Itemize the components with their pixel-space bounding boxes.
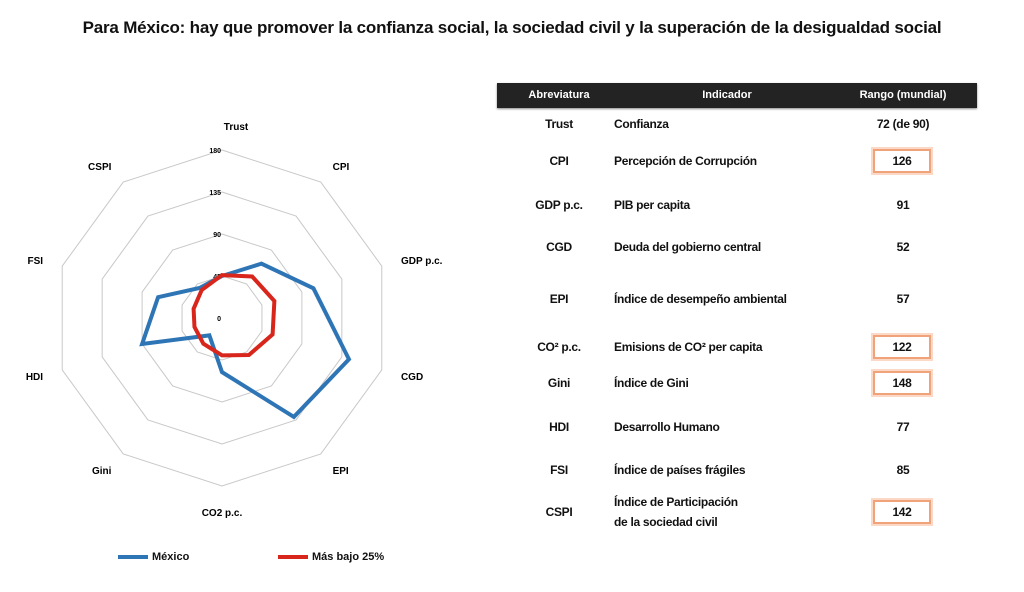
legend-label: Más bajo 25%: [312, 551, 385, 563]
row-abbreviation: EPI: [549, 292, 569, 306]
row-abbreviation: CSPI: [545, 505, 573, 519]
row-rank: 85: [896, 463, 910, 477]
header-abbreviation: Abreviatura: [528, 89, 590, 101]
row-indicator: Índice de Gini: [614, 373, 689, 393]
row-indicator: PIB per capita: [614, 195, 690, 215]
grid-ring: [181, 275, 263, 361]
row-rank: 52: [896, 240, 910, 254]
row-abbreviation: GDP p.c.: [535, 198, 583, 212]
indicator-line-1: Índice de países frágiles: [614, 463, 746, 477]
page-title: Para México: hay que promover la confian…: [82, 18, 942, 37]
legend-swatch-lowest-25: [278, 555, 308, 559]
row-indicator: Deuda del gobierno central: [614, 237, 761, 257]
axis-label: CO2 p.c.: [202, 508, 243, 519]
row-rank-highlighted: 142: [873, 500, 931, 524]
axis-label: CPI: [333, 162, 350, 173]
indicator-table: Abreviatura Indicador Rango (mundial) Tr…: [497, 83, 977, 529]
tick-label: 90: [213, 232, 221, 239]
axis-label: GDP p.c.: [401, 256, 443, 267]
indicator-line-1: Desarrollo Humano: [614, 420, 720, 434]
row-indicator: Índice de desempeño ambiental: [614, 289, 787, 309]
indicator-line-1: Índice de Participación: [614, 495, 738, 509]
row-abbreviation: CGD: [546, 240, 572, 254]
row-indicator: Desarrollo Humano: [614, 417, 720, 437]
row-indicator: Emisions de CO² per capita: [614, 337, 763, 357]
indicator-line-1: Deuda del gobierno central: [614, 240, 761, 254]
axis-label: CGD: [401, 372, 423, 383]
row-abbreviation: HDI: [549, 420, 569, 434]
row-abbreviation: Gini: [547, 376, 571, 390]
legend-item-lowest-25: Más bajo 25%: [278, 551, 384, 563]
tick-label: 180: [209, 148, 221, 155]
legend-item-mexico: México: [118, 551, 189, 563]
table-header: Abreviatura Indicador Rango (mundial): [497, 83, 977, 108]
row-indicator: Índice de Participación de la sociedad ci…: [614, 492, 738, 532]
indicator-line-2: de la sociedad civil: [614, 515, 718, 529]
legend-label: México: [152, 551, 190, 563]
grid-ring: [141, 233, 303, 403]
axis-label: EPI: [333, 466, 349, 477]
row-rank: 77: [896, 420, 910, 434]
row-abbreviation: Trust: [545, 117, 573, 131]
indicator-line-1: Percepción de Corrupción: [614, 154, 757, 168]
indicator-line-1: Índice de desempeño ambiental: [614, 292, 787, 306]
indicator-line-1: Índice de Gini: [614, 376, 689, 390]
tick-label: 0: [217, 316, 221, 323]
row-indicator: Confianza: [614, 114, 669, 134]
grid-ring: [101, 191, 343, 445]
indicator-line-1: PIB per capita: [614, 198, 690, 212]
row-rank: 57: [896, 292, 910, 306]
legend-swatch-mexico: [118, 555, 148, 559]
row-indicator: Percepción de Corrupción: [614, 151, 757, 171]
header-indicator: Indicador: [702, 89, 752, 101]
row-rank-highlighted: 122: [873, 335, 931, 359]
tick-label: 135: [209, 190, 221, 197]
row-abbreviation: CPI: [549, 154, 569, 168]
axis-label: HDI: [26, 372, 43, 383]
row-rank: 72 (de 90): [876, 117, 930, 131]
row-abbreviation: FSI: [550, 463, 568, 477]
row-rank-highlighted: 126: [873, 149, 931, 173]
row-indicator: Índice de países frágiles: [614, 460, 746, 480]
axis-label: Trust: [224, 122, 249, 133]
grid-ring: [61, 149, 383, 487]
row-rank: 91: [896, 198, 910, 212]
header-rank: Rango (mundial): [859, 89, 947, 101]
axis-label: Gini: [92, 466, 112, 477]
row-rank-highlighted: 148: [873, 371, 931, 395]
row-abbreviation: CO² p.c.: [537, 340, 581, 354]
indicator-line-1: Emisions de CO² per capita: [614, 340, 763, 354]
axis-label: CSPI: [88, 162, 112, 173]
axis-label: FSI: [27, 256, 43, 267]
indicator-line-1: Confianza: [614, 117, 669, 131]
